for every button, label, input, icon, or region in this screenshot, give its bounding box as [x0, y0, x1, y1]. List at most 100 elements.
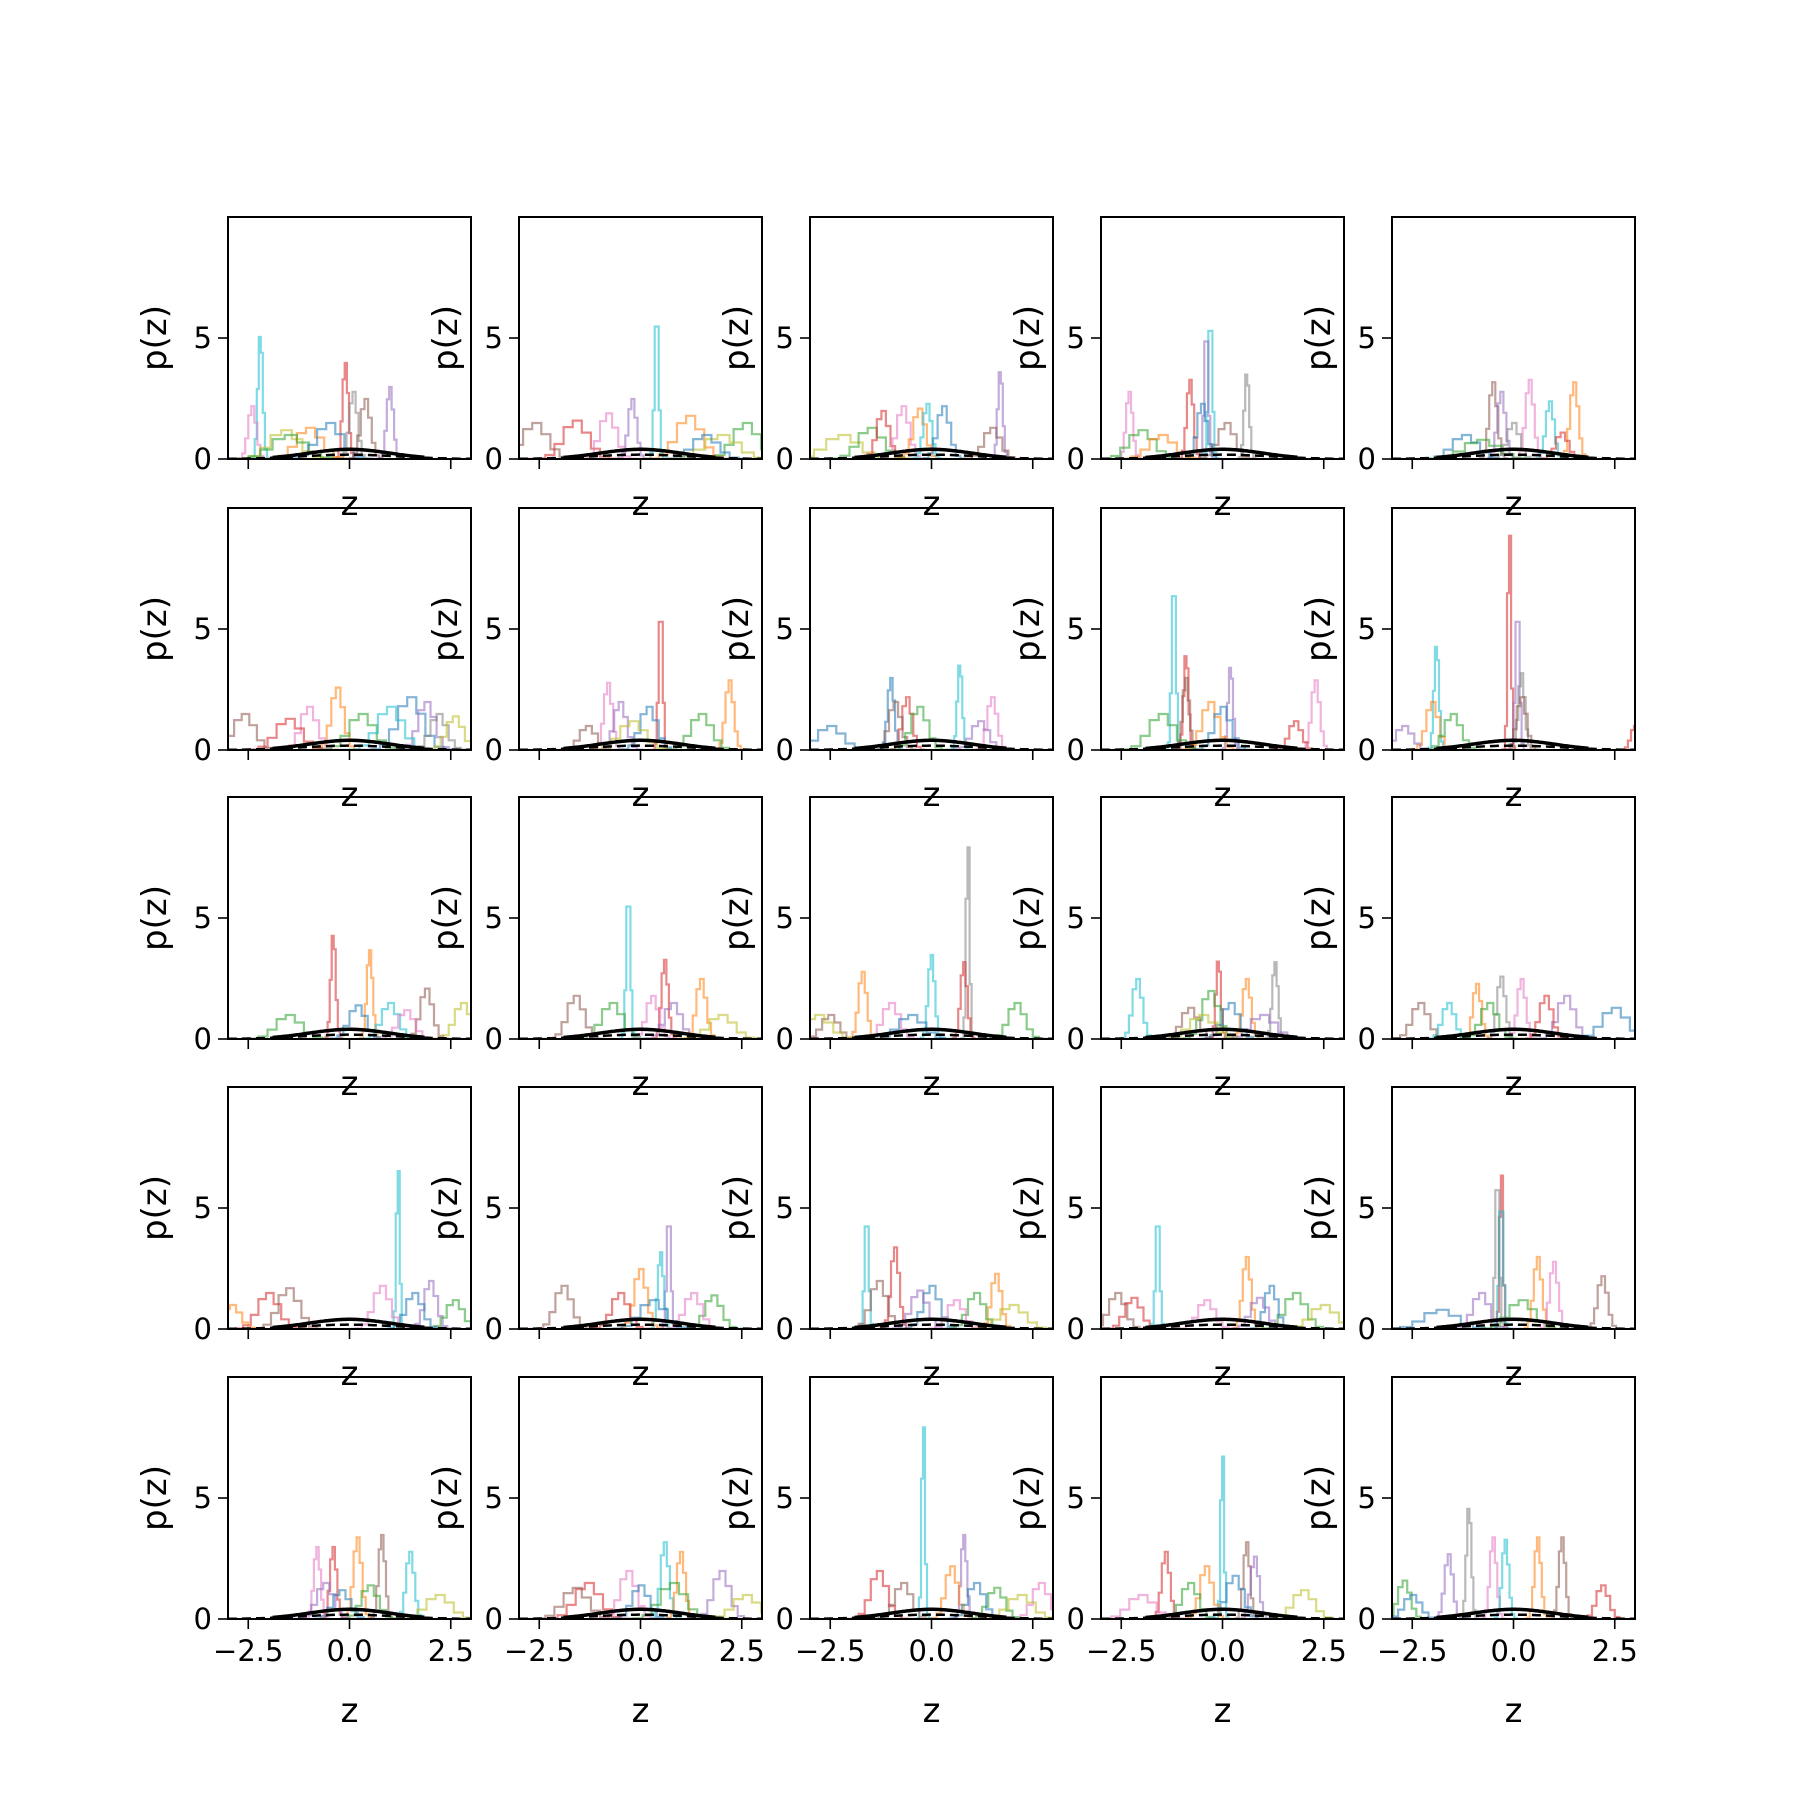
x-axis-label: z — [1505, 1064, 1523, 1104]
panel-14: 0 5 z p(z) — [1008, 796, 1345, 1104]
reference-normal-curve — [1436, 738, 1589, 750]
y-tick-label: 5 — [194, 321, 212, 355]
y-axis-label: p(z) — [717, 1175, 757, 1241]
x-tick-label: 0.0 — [1490, 1634, 1536, 1668]
y-axis-label: p(z) — [135, 1175, 175, 1241]
reference-dashed-line — [519, 1033, 762, 1039]
y-tick-label: 0 — [485, 1022, 503, 1056]
y-tick-label: 5 — [194, 1191, 212, 1225]
x-axis-label: z — [632, 1691, 650, 1731]
reference-normal-curve — [1436, 447, 1589, 459]
panel-7: 0 5 z p(z) — [426, 507, 763, 815]
reference-dashed-line — [519, 1613, 762, 1619]
x-axis-label: z — [341, 1354, 359, 1394]
x-tick-label: 0.0 — [1199, 1634, 1245, 1668]
y-tick-label: 0 — [1067, 1602, 1085, 1636]
y-tick-label: 0 — [485, 1312, 503, 1346]
panel-18: 0 5 z p(z) — [717, 1086, 1054, 1394]
x-axis-label: z — [1505, 1354, 1523, 1394]
y-axis-label: p(z) — [135, 596, 175, 662]
reference-normal-curve — [1436, 1317, 1589, 1329]
reference-dashed-line — [519, 1323, 762, 1329]
panel-2: 0 5 z p(z) — [426, 216, 763, 524]
x-tick-label: 0.0 — [326, 1634, 372, 1668]
x-axis-label: z — [923, 484, 941, 524]
panel-15: 0 5 z p(z) — [1299, 796, 1636, 1104]
y-tick-label: 5 — [776, 901, 794, 935]
x-axis-label: z — [923, 1691, 941, 1731]
y-axis-label: p(z) — [1299, 1175, 1339, 1241]
reference-dashed-line — [519, 453, 762, 459]
y-tick-label: 5 — [485, 901, 503, 935]
reference-normal-curve — [1145, 1607, 1298, 1619]
y-axis-label: p(z) — [717, 1465, 757, 1531]
x-axis-label: z — [1505, 1691, 1523, 1731]
panel-4: 0 5 z p(z) — [1008, 216, 1345, 524]
x-tick-label: 2.5 — [719, 1634, 765, 1668]
y-tick-label: 0 — [194, 1022, 212, 1056]
reference-normal-curve — [563, 1317, 716, 1329]
y-tick-label: 0 — [776, 1602, 794, 1636]
y-axis-label: p(z) — [135, 885, 175, 951]
reference-normal-curve — [272, 1027, 425, 1039]
y-axis-label: p(z) — [426, 305, 466, 371]
x-tick-label: 2.5 — [1301, 1634, 1347, 1668]
y-axis-label: p(z) — [717, 596, 757, 662]
panel-25: −2.5 0.0 2.5 0 5 z p(z) — [1299, 1376, 1638, 1731]
x-axis-label: z — [1214, 1691, 1232, 1731]
reference-dashed-line — [228, 1613, 471, 1619]
x-axis-label: z — [1214, 1354, 1232, 1394]
y-tick-label: 5 — [485, 1191, 503, 1225]
y-axis-label: p(z) — [717, 885, 757, 951]
y-tick-label: 5 — [194, 1481, 212, 1515]
x-axis-label: z — [632, 1354, 650, 1394]
x-axis-label: z — [1214, 1064, 1232, 1104]
reference-dashed-line — [1392, 1613, 1635, 1619]
series-histogram — [1618, 724, 1635, 750]
y-tick-label: 5 — [1067, 612, 1085, 646]
y-tick-label: 5 — [485, 321, 503, 355]
panel-19: 0 5 z p(z) — [1008, 1086, 1345, 1394]
x-axis-label: z — [1505, 775, 1523, 815]
x-axis-label: z — [632, 484, 650, 524]
reference-normal-curve — [1145, 738, 1298, 750]
reference-normal-curve — [854, 738, 1007, 750]
reference-normal-curve — [854, 1027, 1007, 1039]
y-tick-label: 0 — [1358, 442, 1376, 476]
series-histogram — [1501, 534, 1520, 750]
panel-17: 0 5 z p(z) — [426, 1086, 763, 1394]
panel-12: 0 5 z p(z) — [426, 796, 763, 1104]
y-tick-label: 5 — [1358, 1481, 1376, 1515]
panel-5: 0 5 z p(z) — [1299, 216, 1636, 524]
y-tick-label: 0 — [485, 442, 503, 476]
panel-16: 0 5 z p(z) — [135, 1086, 472, 1394]
y-tick-label: 5 — [485, 612, 503, 646]
y-tick-label: 0 — [1067, 733, 1085, 767]
y-axis-label: p(z) — [1008, 1465, 1048, 1531]
y-tick-label: 0 — [1358, 1022, 1376, 1056]
y-tick-label: 0 — [1067, 1312, 1085, 1346]
y-axis-label: p(z) — [1008, 596, 1048, 662]
panel-20: 0 5 z p(z) — [1299, 1086, 1636, 1394]
y-tick-label: 5 — [1067, 901, 1085, 935]
panel-9: 0 5 z p(z) — [1008, 507, 1345, 815]
reference-dashed-line — [228, 1033, 471, 1039]
x-axis-label: z — [341, 1691, 359, 1731]
y-axis-label: p(z) — [1299, 1465, 1339, 1531]
y-tick-label: 0 — [194, 1602, 212, 1636]
panel-1: 0 5 z p(z) — [135, 216, 472, 524]
reference-normal-curve — [272, 447, 425, 459]
reference-dashed-line — [1392, 744, 1635, 750]
y-axis-label: p(z) — [1299, 305, 1339, 371]
reference-dashed-line — [810, 453, 1053, 459]
reference-normal-curve — [1145, 1027, 1298, 1039]
y-tick-label: 0 — [776, 442, 794, 476]
series-histogram — [422, 715, 471, 750]
panel-24: −2.5 0.0 2.5 0 5 z p(z) — [1008, 1376, 1347, 1731]
y-tick-label: 5 — [1358, 1191, 1376, 1225]
y-tick-label: 5 — [1358, 612, 1376, 646]
y-tick-label: 0 — [1358, 1602, 1376, 1636]
x-axis-label: z — [632, 775, 650, 815]
panel-21: −2.5 0.0 2.5 0 5 z p(z) — [135, 1376, 474, 1731]
